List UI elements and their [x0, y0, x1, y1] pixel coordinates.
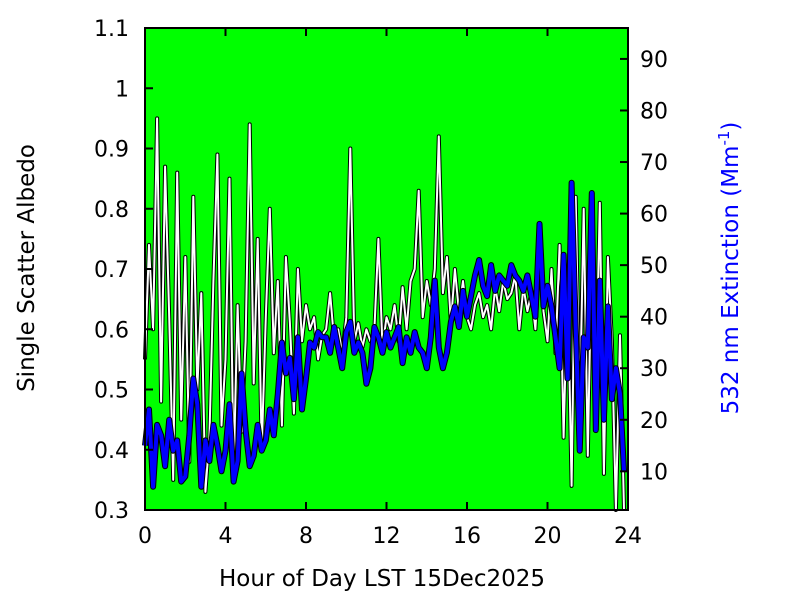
x-tick-label: 20	[534, 524, 562, 549]
y1-tick-label: 0.3	[94, 499, 129, 524]
x-axis-label: Hour of Day LST 15Dec2025	[219, 566, 545, 592]
y2-label-prefix: 532 nm Extinction (Mm	[718, 146, 744, 415]
x-tick-label: 4	[219, 524, 233, 549]
y1-tick-label: 0.8	[94, 198, 129, 223]
x-tick-label: 12	[373, 524, 401, 549]
y2-tick-label: 50	[640, 254, 668, 279]
y2-tick-label: 40	[640, 306, 668, 331]
y1-tick-label: 0.7	[94, 258, 129, 283]
y2-axis-label: 532 nm Extinction (Mm-1)	[715, 122, 744, 415]
y1-tick-label: 0.6	[94, 318, 129, 343]
y2-tick-label: 30	[640, 357, 668, 382]
y2-tick-label: 20	[640, 409, 668, 434]
y2-label-sup: -1	[715, 131, 733, 146]
y2-label-suffix: )	[718, 122, 744, 131]
y2-tick-label: 10	[640, 460, 668, 485]
series-1-line	[143, 180, 626, 489]
y1-axis-label: Single Scatter Albedo	[14, 144, 40, 392]
y2-tick-label: 80	[640, 99, 668, 124]
y2-tick-label: 70	[640, 151, 668, 176]
x-tick-label: 16	[453, 524, 481, 549]
x-tick-label: 24	[614, 524, 642, 549]
x-tick-label: 8	[299, 524, 313, 549]
y1-tick-label: 0.9	[94, 138, 129, 163]
y2-tick-label: 60	[640, 203, 668, 228]
y1-tick-label: 0.4	[94, 439, 129, 464]
x-tick-label: 0	[138, 524, 152, 549]
tick-marks	[144, 27, 629, 511]
y2-tick-label: 90	[640, 48, 668, 73]
series-layer	[142, 116, 627, 512]
y1-tick-label: 1.1	[94, 17, 129, 42]
y1-tick-label: 0.5	[94, 379, 129, 404]
y1-tick-label: 1	[115, 77, 129, 102]
tick-labels: 0 4 8 12 16 20 24 0.3 0.4 0.5 0.6 0.7 0.8 0.9 1 1.1 10 20…	[94, 17, 668, 549]
